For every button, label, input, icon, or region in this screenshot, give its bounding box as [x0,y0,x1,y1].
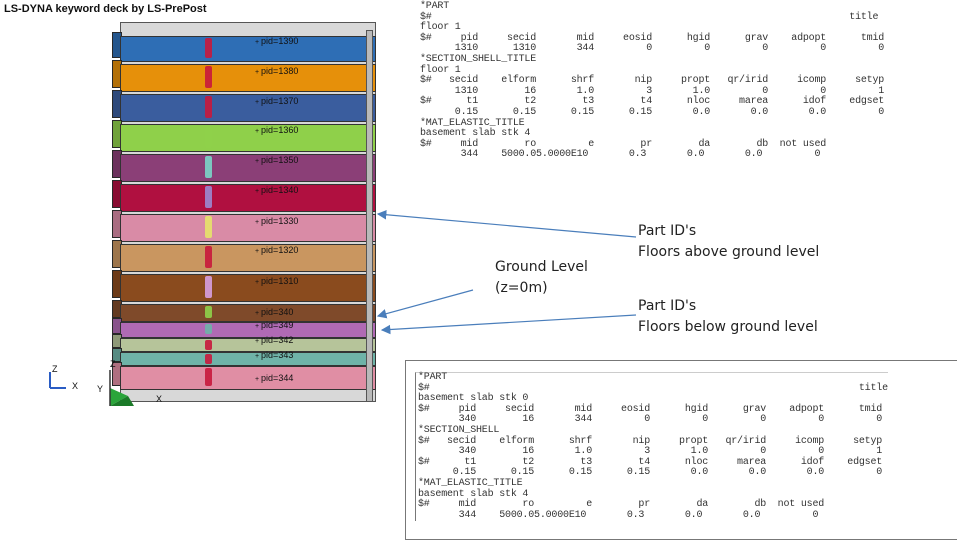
core-column [205,216,212,238]
deck-bottom-line: $# mid ro e pr da db not used [418,499,825,511]
core-column [205,246,212,268]
part-id-label: pid=1320 [255,245,298,255]
below-ground-annotation: Part ID's Floors below ground level [638,296,818,338]
local-triad-axes-icon [109,370,134,406]
deck-bottom-line: $# t1 t2 t3 t4 nloc marea idof edgset [418,456,883,468]
part-id-label: pid=342 [255,335,293,345]
part-id-label: pid=1340 [255,185,298,195]
triad-z-label: Z [52,364,58,374]
core-column [205,354,212,364]
core-column [205,324,212,334]
deck-top-line: floor 1 [420,22,461,34]
part-id-label: pid=1310 [255,276,298,286]
part-id-label: pid=349 [255,320,293,330]
part-id-label: pid=1390 [255,36,298,46]
deck-top-line: *SECTION_SHELL_TITLE [420,53,537,65]
part-id-label: pid=343 [255,350,293,360]
ground-level-annotation: Ground Level (z=0m) [495,257,588,299]
deck-top-line: basement slab stk 4 [420,128,531,140]
part-id-label: pid=1350 [255,155,298,165]
core-column [205,186,212,208]
core-column [205,276,212,298]
deck-top-line: *MAT_ELASTIC_TITLE [420,117,525,129]
floor-slab[interactable] [120,154,376,182]
deck-bottom-line: $# secid elform shrf nip propt qr/irid i… [418,435,883,447]
deck-bottom-line: *PART [418,372,448,383]
local-triad-z-label: Z [110,359,116,369]
deck-top-line: 0.15 0.15 0.15 0.15 0.0 0.0 0.0 0 [420,106,885,118]
deck-top-line: *PART [420,1,450,12]
floor-slab[interactable] [120,274,376,302]
deck-top-line: 344 5000.05.0000E10 0.3 0.0 0.0 0 [420,149,821,161]
deck-top-line: $# pid secid mid eosid hgid grav adpopt … [420,32,885,44]
core-column [205,96,212,118]
floor-slab[interactable] [120,338,376,352]
floor-slab[interactable] [120,124,376,152]
deck-bottom-line: 340 16 1.0 3 1.0 0 0 1 [418,446,883,458]
below-ground-desc: Floors below ground level [638,319,818,335]
arrow-below-ground [380,314,637,335]
above-ground-title: Part ID's [638,223,697,239]
deck-bottom-line: $# title [418,382,888,394]
core-column [205,340,212,350]
core-column [205,156,212,178]
core-column [205,368,212,386]
below-ground-title: Part ID's [638,298,697,314]
deck-bottom-line: basement slab stk 0 [418,393,529,405]
corner-column [366,30,373,402]
triad-axes-icon [49,372,66,389]
ground-level-label: Ground Level [495,259,588,275]
window-title: LS-DYNA keyword deck by LS-PrePost [4,3,207,15]
floor-slab[interactable] [120,184,376,212]
deck-top-line: $# secid elform shrf nip propt qr/irid i… [420,75,885,87]
part-id-label: pid=1380 [255,66,298,76]
arrow-above-ground [376,209,637,238]
building-model-view[interactable]: pid=1390 pid=1380 pid=1370 pid=1360 pid=1350… [0,0,400,420]
floor-slab[interactable] [120,64,376,92]
floor-slab[interactable] [120,244,376,272]
ground-level-value: (z=0m) [495,280,548,296]
core-column [205,126,212,148]
floor-slab[interactable] [120,36,376,62]
deck-bottom-line: 0.15 0.15 0.15 0.15 0.0 0.0 0.0 0 [418,467,883,479]
deck-top-line: 1310 1310 344 0 0 0 0 0 [420,43,885,55]
part-id-label: pid=1360 [255,125,298,135]
keyword-deck-above-ground: *PART $# title floor 1 $# pid secid mid eos… [420,1,885,161]
above-ground-desc: Floors above ground level [638,244,820,260]
floor-slab[interactable] [120,366,376,390]
floor-slab[interactable] [120,214,376,242]
part-id-label: pid=340 [255,307,293,317]
deck-top-line: floor 1 [420,64,461,76]
core-column [205,38,212,58]
deck-top-line: 1310 16 1.0 3 1.0 0 0 1 [420,85,885,97]
floor-slab[interactable] [120,322,376,338]
above-ground-annotation: Part ID's Floors above ground level [638,221,819,263]
deck-bottom-line: *MAT_ELASTIC_TITLE [418,477,523,489]
triad-x-label: X [72,381,79,391]
deck-bottom-line: *SECTION_SHELL [418,424,500,436]
deck-bottom-line: basement slab stk 4 [418,488,529,500]
core-column [205,66,212,88]
keyword-deck-below-ground: *PART $# title basement slab stk 0 $# pid s… [415,372,888,522]
local-triad-x-label: X [156,394,163,404]
floor-slab[interactable] [120,94,376,122]
core-column [205,306,212,318]
deck-bottom-line: 340 16 344 0 0 0 0 0 [418,414,883,426]
floor-slab[interactable] [120,352,376,366]
deck-bottom-line: 344 5000.05.0000E10 0.3 0.0 0.0 0 [418,509,819,521]
part-id-label: pid=1370 [255,96,298,106]
deck-top-line: $# t1 t2 t3 t4 nloc marea idof edgset [420,96,885,108]
local-triad-y-label: Y [97,384,104,394]
deck-top-line: $# title [420,11,879,23]
part-id-label: pid=1330 [255,216,298,226]
deck-bottom-line: $# pid secid mid eosid hgid grav adpopt … [418,403,883,415]
floor-slab[interactable] [120,304,376,322]
deck-top-line: $# mid ro e pr da db not used [420,138,827,150]
part-id-label: pid=344 [255,373,293,383]
